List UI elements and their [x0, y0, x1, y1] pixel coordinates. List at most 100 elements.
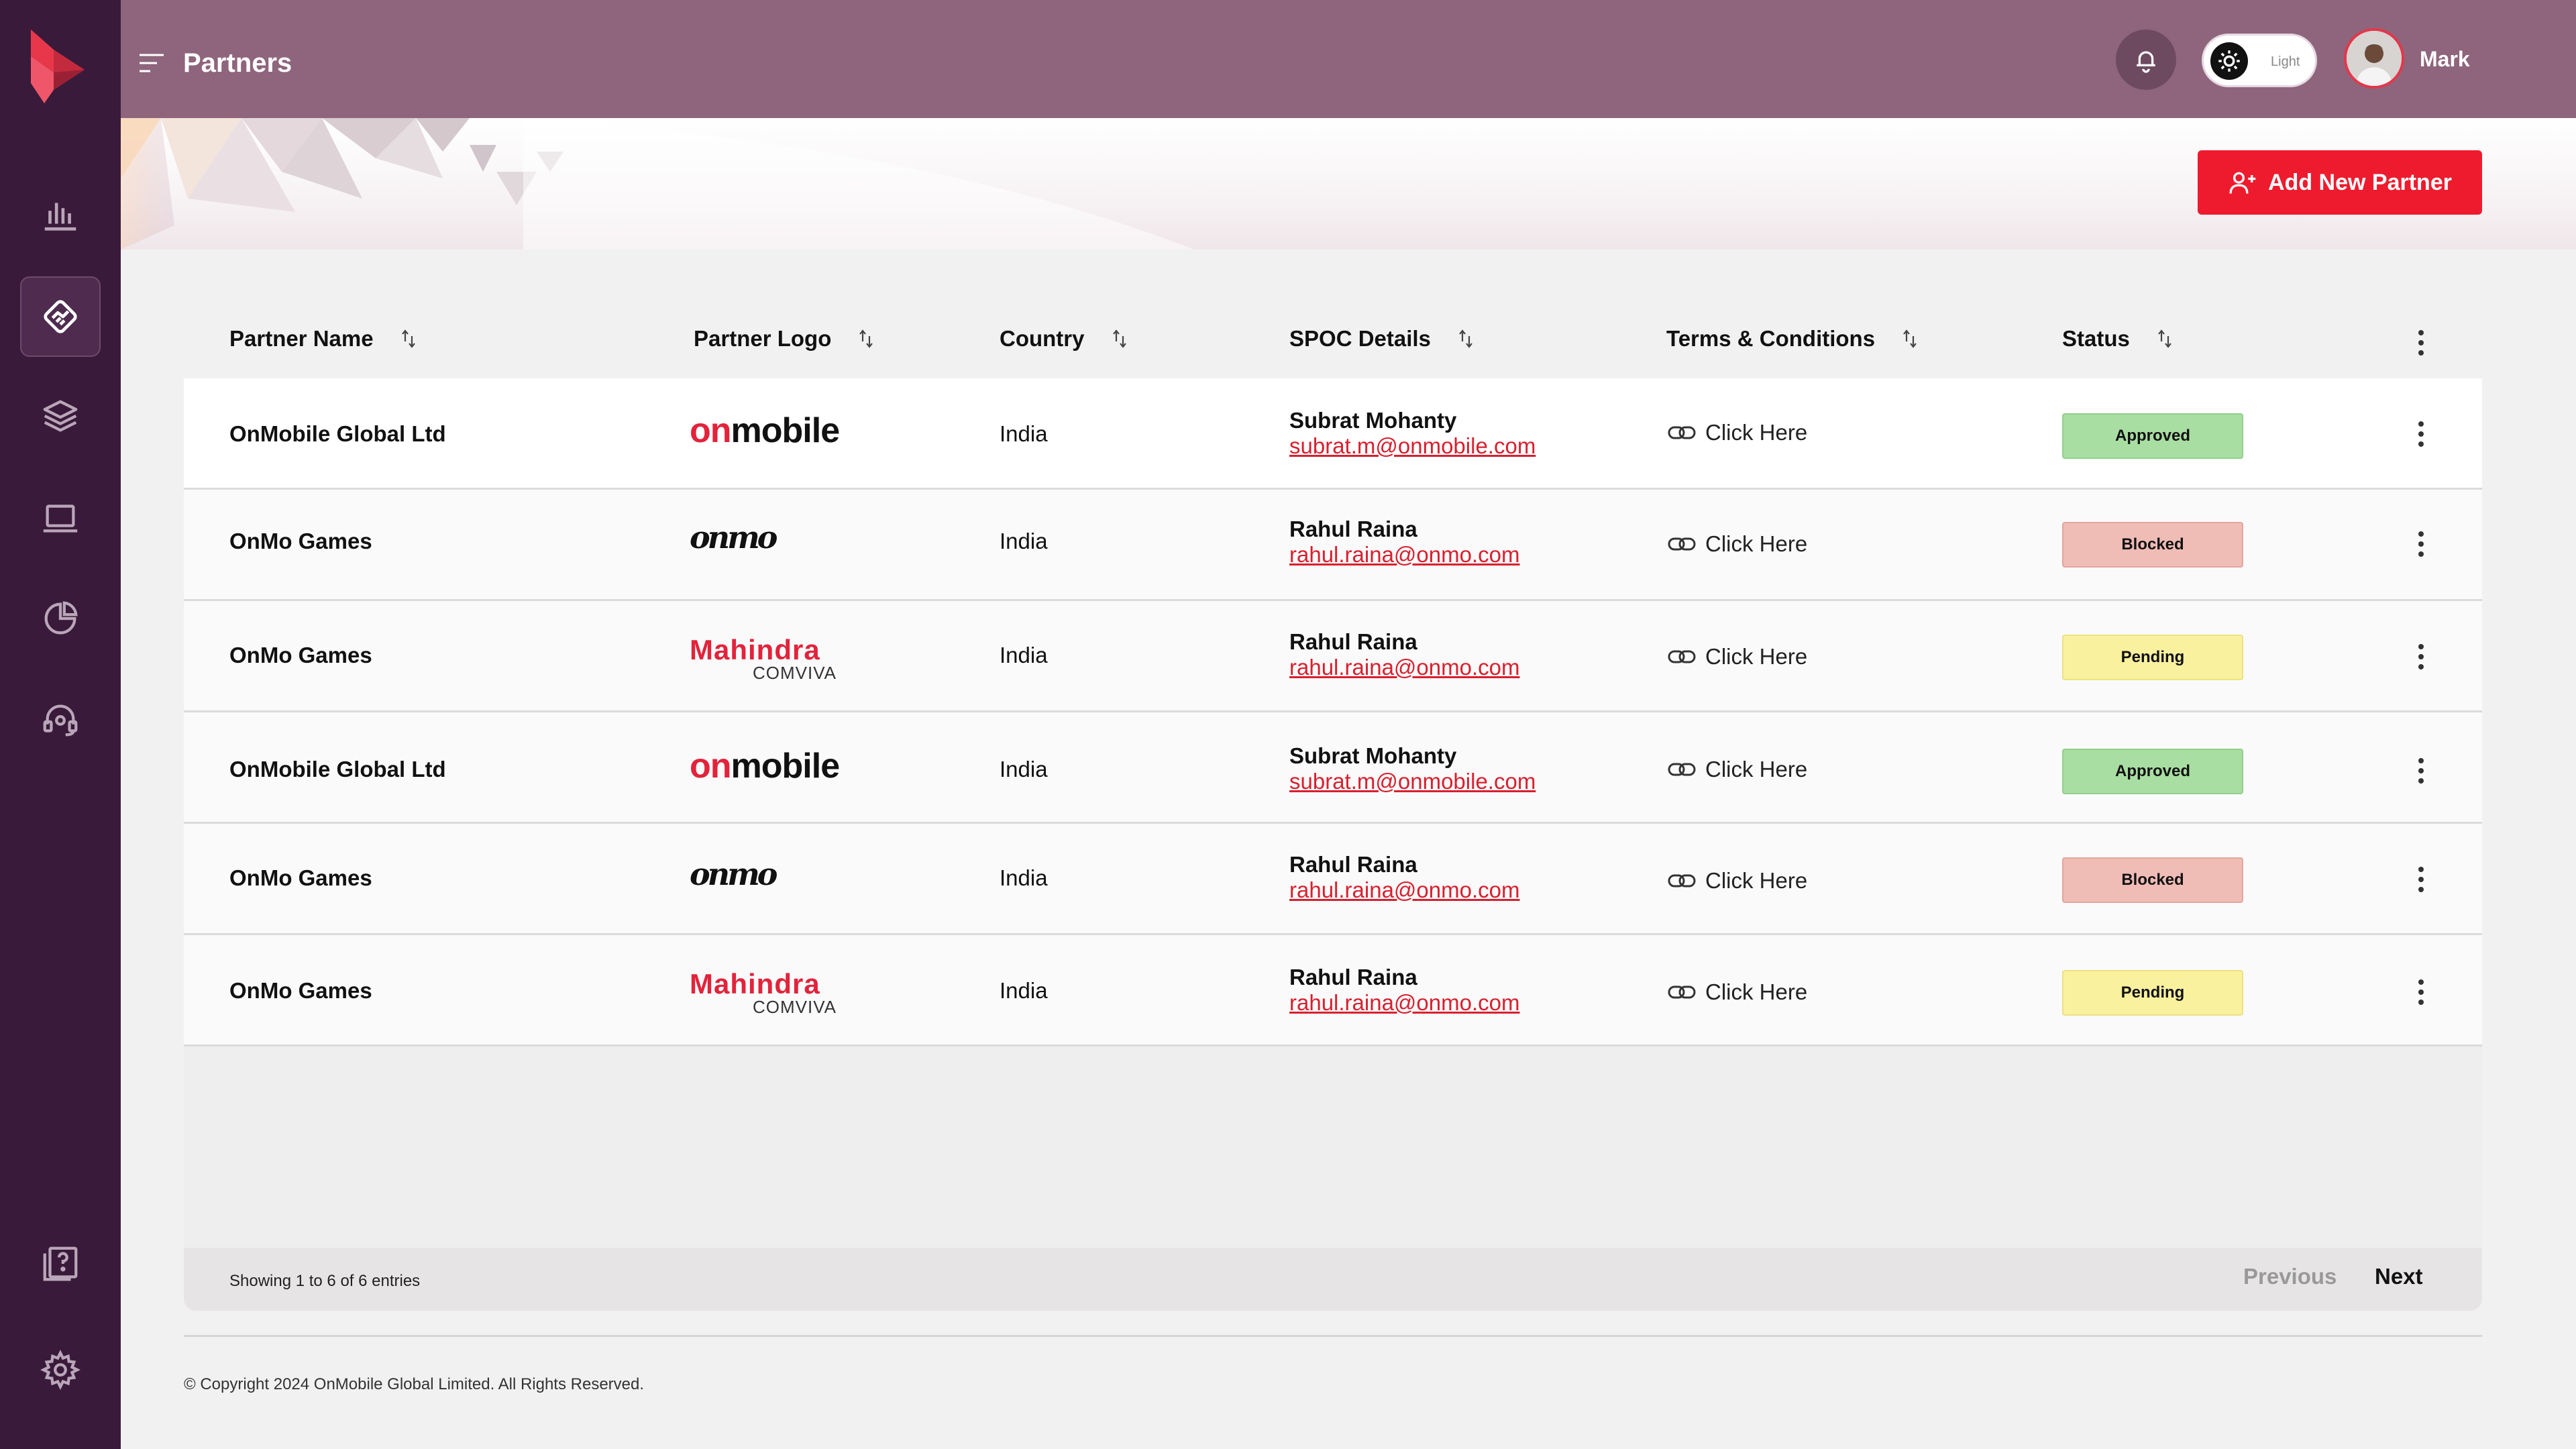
theme-label: Light: [2271, 54, 2300, 69]
nav-layers[interactable]: [20, 376, 101, 456]
link-icon: [1668, 985, 1696, 999]
row-options-icon[interactable]: [2418, 644, 2424, 671]
partner-name: OnMobile Global Ltd: [229, 421, 446, 446]
terms-label: Click Here: [1705, 757, 1808, 782]
top-header: Partners Light Mark: [121, 0, 2576, 118]
status-badge: Pending: [2062, 635, 2243, 680]
banner-decoration: [121, 118, 2576, 250]
table-header: Partner Name Partner Logo Country SPOC D…: [184, 301, 2482, 378]
row-options-icon[interactable]: [2418, 867, 2424, 894]
brand-logo[interactable]: [31, 30, 85, 103]
table-row[interactable]: OnMobile Global Ltd onmobile India Subra…: [184, 712, 2482, 824]
spoc-name: Rahul Raina: [1289, 517, 1417, 541]
terms-link[interactable]: Click Here: [1668, 420, 1807, 445]
country: India: [1000, 978, 1048, 1003]
column-header-spoc-details[interactable]: SPOC Details: [1289, 326, 1474, 352]
spoc-email-link[interactable]: subrat.m@onmobile.com: [1289, 433, 1536, 458]
nav-reports[interactable]: [20, 578, 101, 659]
row-options-icon[interactable]: [2418, 531, 2424, 558]
sort-icon[interactable]: [1112, 328, 1128, 350]
theme-toggle[interactable]: Light: [2202, 34, 2317, 87]
table-row[interactable]: OnMobile Global Ltd onmobile India Subra…: [184, 378, 2482, 490]
onmo-logo: onmo: [690, 519, 777, 555]
terms-label: Click Here: [1705, 420, 1808, 445]
status-badge: Blocked: [2062, 522, 2243, 568]
handshake-icon: [44, 300, 77, 333]
status-badge: Pending: [2062, 970, 2243, 1016]
status-badge: Approved: [2062, 749, 2243, 794]
laptop-icon: [43, 504, 78, 533]
terms-link[interactable]: Click Here: [1668, 644, 1807, 669]
spoc-email-link[interactable]: rahul.raina@onmo.com: [1289, 990, 1520, 1015]
column-label: SPOC Details: [1289, 326, 1431, 351]
country: India: [1000, 529, 1048, 553]
nav-support[interactable]: [20, 679, 101, 759]
nav-help[interactable]: [20, 1224, 101, 1304]
column-label: Partner Name: [229, 326, 374, 351]
help-book-icon: [43, 1246, 78, 1281]
partner-name: OnMo Games: [229, 643, 372, 667]
notifications-button[interactable]: [2116, 30, 2176, 90]
sort-icon[interactable]: [1902, 328, 1918, 350]
row-options-icon[interactable]: [2418, 758, 2424, 785]
column-label: Status: [2062, 326, 2130, 351]
footer-divider: [184, 1335, 2482, 1337]
next-button[interactable]: Next: [2375, 1264, 2423, 1289]
table-row[interactable]: OnMo Games Mahindra COMVIVA India Rahul …: [184, 935, 2482, 1046]
nav-partners[interactable]: [20, 276, 101, 357]
column-header-partner-name[interactable]: Partner Name: [229, 326, 417, 352]
table-row[interactable]: OnMo Games onmo India Rahul Raina rahul.…: [184, 824, 2482, 935]
terms-link[interactable]: Click Here: [1668, 979, 1807, 1005]
link-icon: [1668, 763, 1696, 776]
spoc-email-link[interactable]: rahul.raina@onmo.com: [1289, 655, 1520, 680]
pie-chart-icon: [44, 601, 78, 635]
headset-icon: [43, 704, 78, 737]
terms-link[interactable]: Click Here: [1668, 868, 1807, 894]
terms-link[interactable]: Click Here: [1668, 531, 1807, 557]
entries-summary: Showing 1 to 6 of 6 entries: [229, 1272, 421, 1290]
menu-icon[interactable]: [138, 52, 165, 74]
previous-button[interactable]: Previous: [2243, 1264, 2337, 1289]
terms-label: Click Here: [1705, 531, 1808, 556]
onmo-logo: onmo: [690, 856, 777, 892]
column-header-terms[interactable]: Terms & Conditions: [1666, 326, 1918, 352]
link-icon: [1668, 537, 1696, 551]
column-header-partner-logo[interactable]: Partner Logo: [694, 326, 874, 352]
column-label: Partner Logo: [694, 326, 832, 351]
table-row[interactable]: OnMo Games onmo India Rahul Raina rahul.…: [184, 490, 2482, 601]
row-options-icon[interactable]: [2418, 979, 2424, 1006]
column-header-country[interactable]: Country: [1000, 326, 1128, 352]
add-new-partner-button[interactable]: Add New Partner: [2198, 150, 2482, 215]
link-icon: [1668, 874, 1696, 888]
partners-table: Partner Name Partner Logo Country SPOC D…: [184, 301, 2482, 1311]
table-options-icon[interactable]: [2418, 330, 2424, 357]
user-name[interactable]: Mark: [2420, 47, 2470, 71]
nav-settings[interactable]: [20, 1330, 101, 1410]
pagination-bar: Showing 1 to 6 of 6 entries Previous Nex…: [184, 1248, 2482, 1311]
row-options-icon[interactable]: [2418, 421, 2424, 448]
spoc-name: Rahul Raina: [1289, 629, 1417, 654]
sort-icon[interactable]: [1458, 328, 1474, 350]
add-user-icon: [2229, 172, 2256, 194]
spoc-email-link[interactable]: rahul.raina@onmo.com: [1289, 877, 1520, 902]
avatar[interactable]: [2344, 28, 2404, 89]
bar-chart-icon: [44, 203, 76, 231]
sort-icon[interactable]: [858, 328, 874, 350]
column-label: Country: [1000, 326, 1085, 351]
column-header-status[interactable]: Status: [2062, 326, 2173, 352]
link-icon: [1668, 650, 1696, 663]
sort-icon[interactable]: [2157, 328, 2173, 350]
nav-devices[interactable]: [20, 478, 101, 558]
copyright: © Copyright 2024 OnMobile Global Limited…: [184, 1375, 645, 1393]
table-row[interactable]: OnMo Games Mahindra COMVIVA India Rahul …: [184, 601, 2482, 712]
spoc-name: Rahul Raina: [1289, 965, 1417, 989]
partner-name: OnMo Games: [229, 529, 372, 553]
country: India: [1000, 865, 1048, 890]
sort-icon[interactable]: [400, 328, 417, 350]
spoc-email-link[interactable]: rahul.raina@onmo.com: [1289, 542, 1520, 567]
nav-analytics[interactable]: [20, 173, 101, 254]
spoc-email-link[interactable]: subrat.m@onmobile.com: [1289, 769, 1536, 794]
terms-link[interactable]: Click Here: [1668, 757, 1807, 782]
mahindra-comviva-logo: Mahindra COMVIVA: [690, 968, 837, 1017]
partner-name: OnMo Games: [229, 978, 372, 1003]
